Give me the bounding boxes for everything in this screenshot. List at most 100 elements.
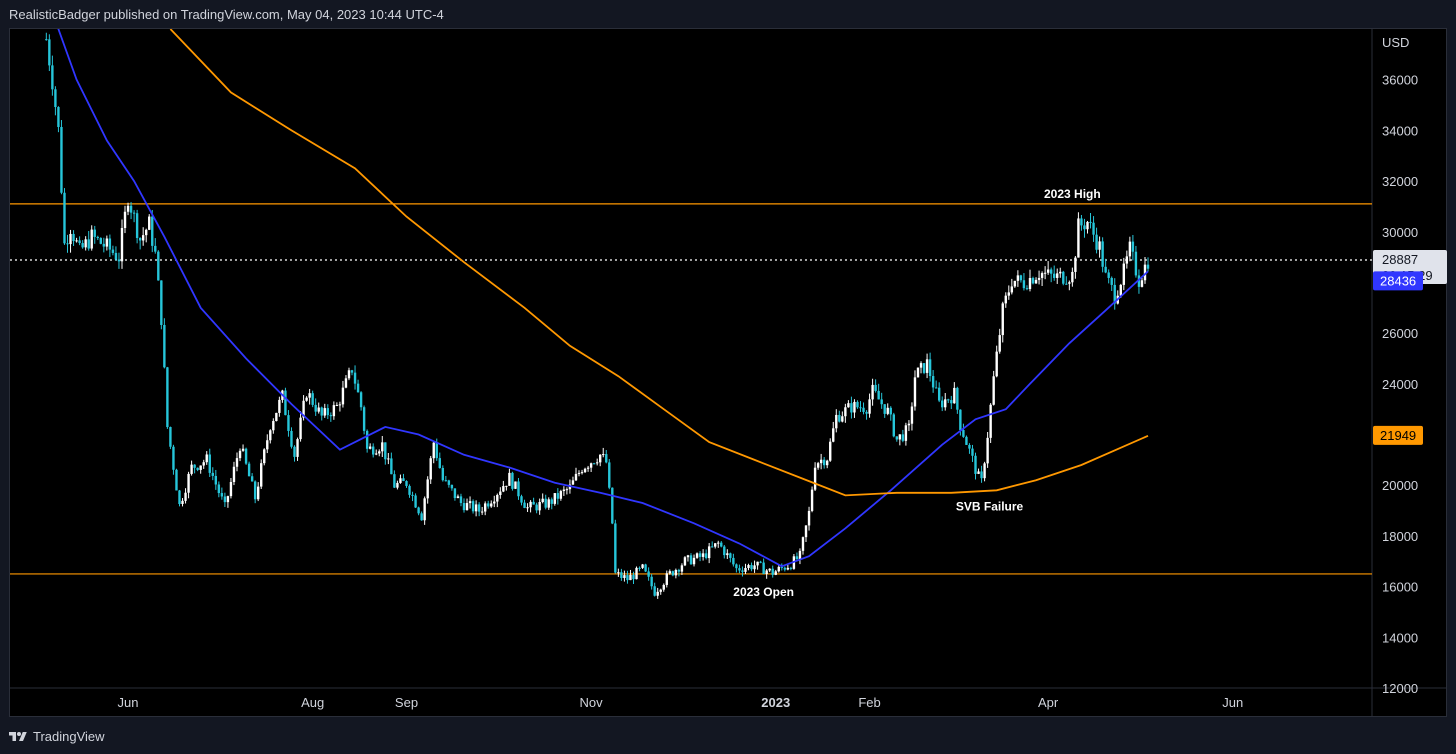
candle-body (78, 240, 81, 244)
candle-body (959, 409, 962, 430)
candle-body (544, 498, 547, 508)
candle-body (826, 460, 829, 466)
candle-body (1080, 218, 1083, 226)
tradingview-logo-icon[interactable] (8, 730, 28, 744)
candle-body (635, 567, 638, 580)
candle-body (744, 567, 747, 572)
candle-body (617, 572, 620, 574)
candle-body (459, 496, 463, 504)
candle-body (750, 565, 753, 570)
candle-body (129, 205, 133, 213)
candle-body (641, 564, 644, 568)
candle-body (611, 487, 614, 524)
candle-body (980, 471, 983, 479)
candle-body (559, 491, 563, 499)
candle-body (577, 472, 581, 474)
candle-body (190, 464, 193, 474)
candle-body (320, 407, 323, 416)
candle-body (602, 454, 605, 456)
candle-body (63, 192, 66, 244)
candle-body (199, 465, 202, 470)
candle-body (965, 436, 968, 445)
candle-body (553, 493, 556, 504)
candle-body (1059, 271, 1062, 274)
candle-body (1053, 273, 1056, 278)
candle-body (362, 407, 366, 431)
candle-body (359, 392, 363, 408)
candle-body (247, 463, 251, 477)
candle-body (102, 243, 106, 247)
candle-body (335, 405, 339, 407)
candle-body (157, 251, 160, 281)
candle-body (947, 399, 950, 401)
candle-body (1101, 241, 1104, 267)
candle-body (868, 399, 871, 414)
x-tick-label: Nov (580, 695, 604, 710)
candle-body (689, 555, 693, 565)
candle-body (1043, 272, 1047, 274)
candle-body (517, 481, 520, 497)
candle-body (620, 572, 623, 578)
candle-body (526, 507, 529, 509)
candle-body (595, 462, 599, 464)
candle-body (1022, 280, 1026, 289)
candle-body (859, 407, 862, 409)
candle-body (483, 503, 487, 512)
candle-body (490, 503, 493, 507)
candle-body (832, 428, 835, 442)
candle-body (344, 378, 348, 388)
candle-body (931, 376, 935, 388)
candle-body (683, 557, 687, 566)
candle-body (1113, 284, 1116, 304)
candle-body (1013, 280, 1017, 287)
price-chart[interactable]: USD1200014000160001800020000220002400026… (0, 0, 1456, 718)
candle-body (535, 504, 538, 511)
candle-body (1143, 264, 1147, 281)
candle-body (145, 229, 148, 236)
candle-body (901, 434, 905, 441)
candle-body (390, 458, 393, 475)
candle-body (686, 555, 690, 558)
candle-body (599, 454, 602, 463)
ma-long-tag (1373, 425, 1423, 445)
candle-body (877, 390, 880, 400)
candle-body (305, 397, 308, 401)
candle-body (565, 489, 569, 491)
candle-body (895, 436, 899, 440)
candle-body (1125, 256, 1129, 264)
candle-body (1040, 273, 1044, 278)
candle-body (665, 573, 668, 585)
candle-body (925, 359, 929, 373)
candle-body (704, 553, 708, 559)
candle-body (835, 414, 838, 429)
candle-body (937, 387, 941, 401)
candle-body (1034, 279, 1038, 284)
candle-body (756, 561, 759, 566)
chart-frame[interactable] (9, 28, 1447, 717)
candle-body (626, 575, 629, 581)
candle-body (132, 212, 136, 214)
x-tick-label: Aug (301, 695, 324, 710)
candle-body (707, 546, 711, 559)
candle-body (396, 482, 399, 488)
candle-body (211, 472, 214, 476)
candle-body (208, 454, 211, 473)
x-tick-label: Apr (1038, 695, 1059, 710)
candle-body (226, 496, 230, 503)
candle-body (789, 567, 793, 569)
candle-body (1004, 295, 1007, 304)
y-tick-label: 12000 (1382, 681, 1418, 696)
candle-body (1146, 264, 1150, 269)
candle-body (795, 556, 799, 559)
candle-body (807, 510, 811, 526)
candle-body (520, 496, 523, 503)
candle-body (151, 216, 154, 246)
y-tick-label: 26000 (1382, 326, 1418, 341)
footer-brand[interactable]: TradingView (33, 729, 105, 744)
candle-body (644, 564, 647, 572)
candle-body (741, 570, 744, 572)
candle-body (441, 468, 445, 481)
candle-body (417, 507, 420, 514)
candle-body (874, 384, 877, 391)
candle-body (420, 513, 423, 521)
